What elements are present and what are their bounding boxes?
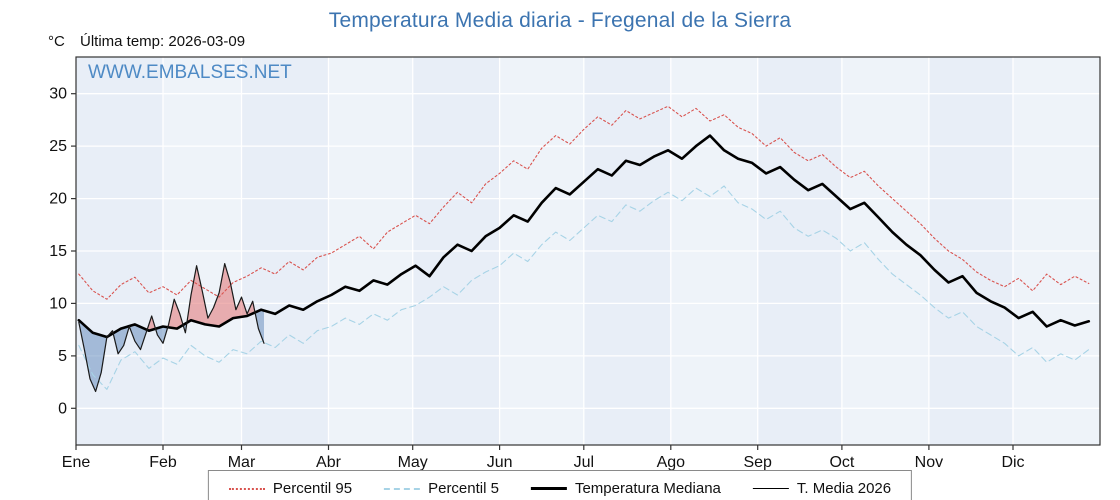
svg-text:25: 25 [49,138,67,155]
svg-text:Sep: Sep [743,454,772,471]
svg-text:Ene: Ene [62,454,91,471]
svg-text:Nov: Nov [915,454,943,471]
svg-text:Jun: Jun [487,454,513,471]
legend-item-media-2026: T. Media 2026 [752,480,892,497]
percentil-5-line-icon [384,487,421,490]
svg-text:Mar: Mar [228,454,256,471]
svg-text:15: 15 [49,243,67,260]
svg-text:5: 5 [58,348,67,365]
svg-text:Ago: Ago [657,454,686,471]
svg-text:20: 20 [49,191,67,208]
legend-item-mediana: Temperatura Mediana [530,480,721,497]
legend-label: Percentil 95 [272,480,353,497]
chart-legend: Percentil 95 Percentil 5 Temperatura Med… [207,470,913,500]
legend-label: Percentil 5 [428,480,499,497]
percentil-95-line-icon [228,487,265,490]
anomaly-fills [78,263,264,392]
page-title: Temperatura Media diaria - Fregenal de l… [328,9,792,32]
gridlines [76,57,1100,445]
legend-item-percentil-95: Percentil 95 [228,480,353,497]
media-2026-line-icon [752,488,789,489]
svg-text:10: 10 [49,295,67,312]
svg-text:Oct: Oct [829,454,854,471]
mediana-line-icon [530,487,567,490]
legend-label: Temperatura Mediana [574,480,721,497]
svg-text:Dic: Dic [1001,454,1024,471]
last-temperature-label: Última temp: 2026-03-09 [80,33,246,50]
legend-item-percentil-5: Percentil 5 [384,480,499,497]
svg-text:May: May [398,454,428,471]
svg-text:Abr: Abr [316,454,342,471]
svg-text:Feb: Feb [149,454,177,471]
legend-label: T. Media 2026 [796,480,892,497]
svg-text:Jul: Jul [574,454,594,471]
y-axis-unit-label: °C [48,33,65,50]
series-lines [77,105,1091,393]
watermark-text: WWW.EMBALSES.NET [88,62,292,83]
svg-text:0: 0 [58,400,67,417]
svg-text:30: 30 [49,86,67,103]
axis-labels: 0 5 10 15 20 25 30 Ene Feb Mar Abr May Jun Jul Ago Sep O… [49,86,1024,471]
